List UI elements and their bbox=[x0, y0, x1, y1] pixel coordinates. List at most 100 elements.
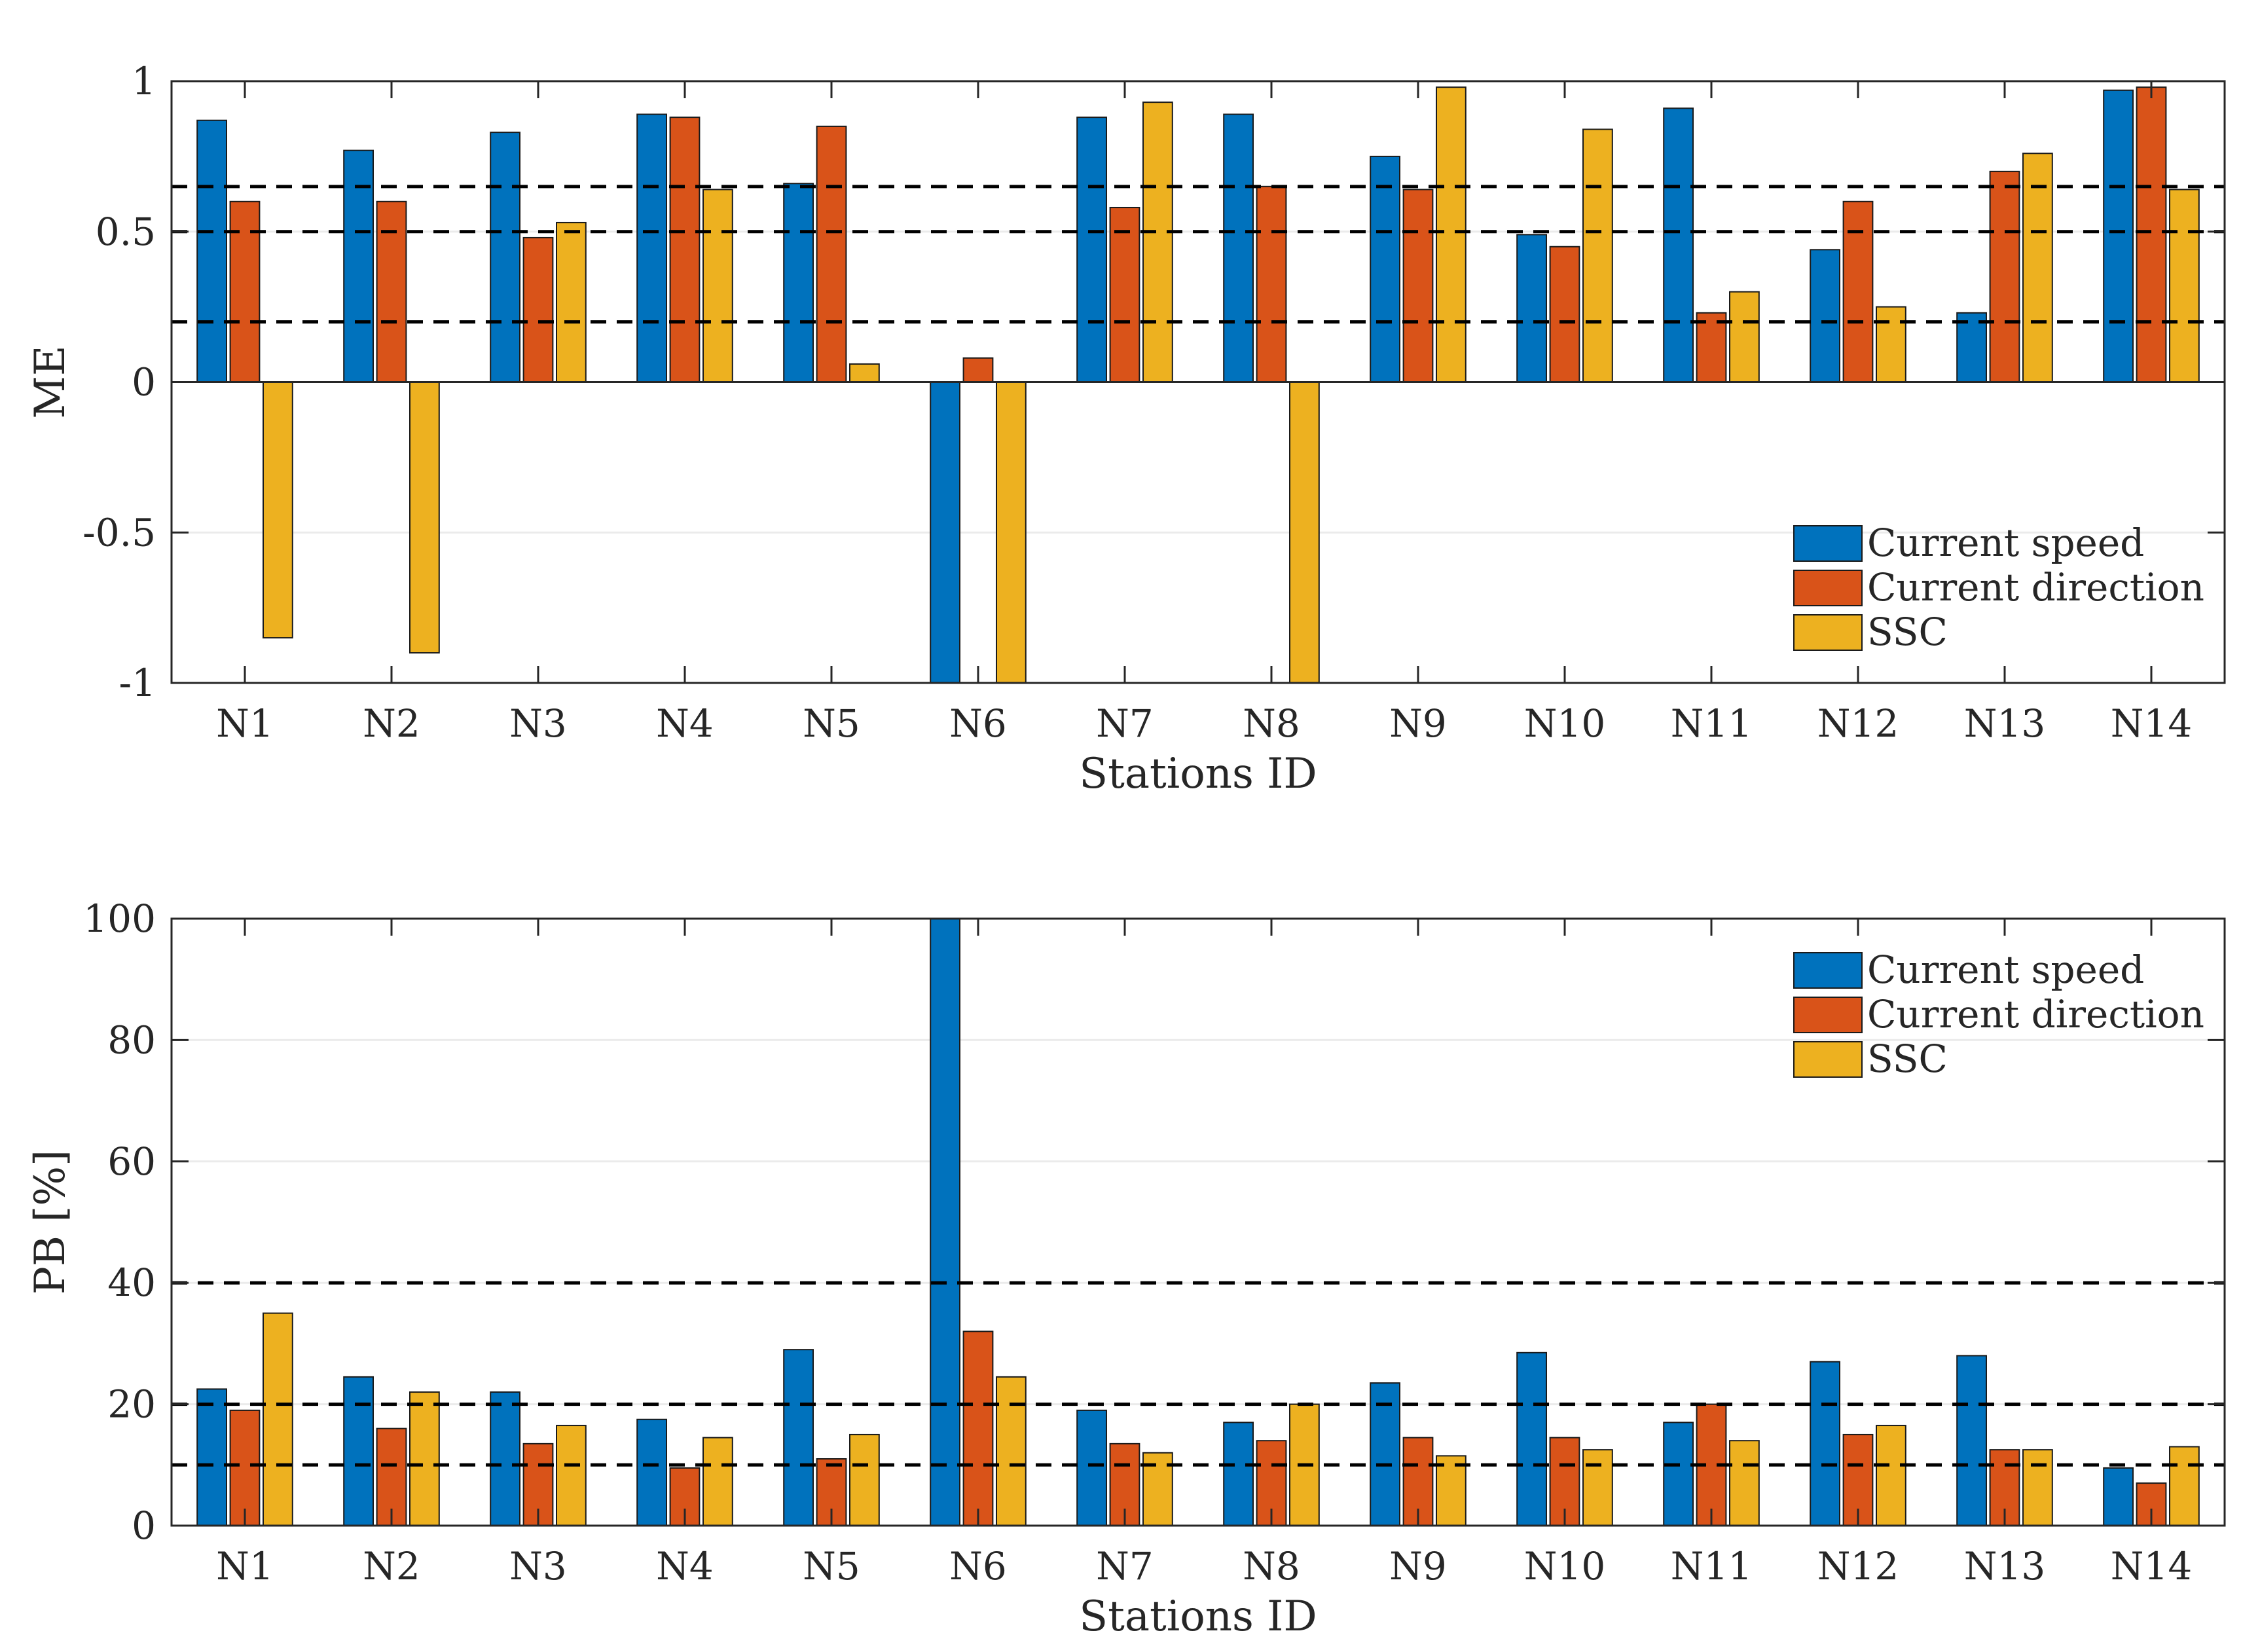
x-tick-label-n13: N13 bbox=[1964, 701, 2046, 746]
y-tick-label: 1 bbox=[132, 59, 156, 103]
x-tick-label-n12: N12 bbox=[1817, 701, 1899, 746]
bar-current-speed-n6 bbox=[930, 918, 960, 1526]
bar-current-direction-n1 bbox=[229, 1409, 261, 1527]
bar-ssc-n14 bbox=[2169, 1446, 2200, 1526]
legend-label-current-direction: Current direction bbox=[1867, 565, 2204, 610]
bar-current-direction-n4 bbox=[669, 117, 701, 383]
bar-current-direction-n2 bbox=[376, 200, 407, 383]
bar-current-direction-n8 bbox=[1256, 185, 1287, 383]
x-tick-label-n13: N13 bbox=[1964, 1544, 2046, 1588]
bar-current-direction-n10 bbox=[1549, 246, 1580, 383]
y-axis-title: PB [%] bbox=[26, 1150, 75, 1294]
x-axis-title: Stations ID bbox=[1079, 750, 1317, 798]
bar-current-speed-n10 bbox=[1516, 1351, 1547, 1526]
bar-current-direction-n7 bbox=[1109, 206, 1140, 383]
x-tick-label-n6: N6 bbox=[949, 701, 1007, 746]
bar-ssc-n6 bbox=[996, 381, 1027, 684]
legend-label-current-direction: Current direction bbox=[1867, 992, 2204, 1037]
bar-ssc-n1 bbox=[263, 381, 293, 639]
x-tick-label-n4: N4 bbox=[656, 1544, 714, 1588]
bar-current-speed-n2 bbox=[343, 1376, 374, 1527]
bar-ssc-n9 bbox=[1436, 1455, 1467, 1527]
bar-current-speed-n14 bbox=[2103, 89, 2134, 383]
bar-current-direction-n6 bbox=[962, 1331, 994, 1526]
bar-ssc-n10 bbox=[1582, 1449, 1613, 1526]
x-tick-label-n12: N12 bbox=[1817, 1544, 1899, 1588]
x-tick-label-n8: N8 bbox=[1243, 1544, 1300, 1588]
bar-ssc-n4 bbox=[702, 189, 733, 383]
legend-swatch-ssc bbox=[1793, 614, 1863, 651]
bar-ssc-n13 bbox=[2022, 1449, 2053, 1526]
x-axis-title: Stations ID bbox=[1079, 1592, 1317, 1641]
bar-ssc-n14 bbox=[2169, 189, 2200, 383]
x-tick-label-n11: N11 bbox=[1671, 701, 1753, 746]
x-tick-label-n2: N2 bbox=[363, 1544, 420, 1588]
bar-ssc-n13 bbox=[2022, 153, 2053, 383]
bar-ssc-n12 bbox=[1876, 1425, 1906, 1526]
x-tick-label-n14: N14 bbox=[2111, 701, 2193, 746]
y-tick-label: 100 bbox=[83, 896, 156, 941]
bar-current-speed-n4 bbox=[636, 1418, 668, 1526]
bar-current-speed-n3 bbox=[490, 1391, 521, 1527]
bar-ssc-n11 bbox=[1729, 291, 1760, 383]
x-tick-label-n9: N9 bbox=[1389, 1544, 1447, 1588]
bar-current-direction-n1 bbox=[229, 200, 261, 383]
y-tick-label: 0.5 bbox=[96, 210, 156, 254]
legend-swatch-ssc bbox=[1793, 1041, 1863, 1078]
bar-ssc-n7 bbox=[1142, 101, 1173, 383]
bar-current-direction-n13 bbox=[1989, 170, 2020, 383]
legend-label-current-speed: Current speed bbox=[1867, 947, 2144, 992]
bar-current-speed-n13 bbox=[1956, 1355, 1987, 1526]
y-tick-label: 60 bbox=[107, 1139, 156, 1184]
bar-current-direction-n9 bbox=[1402, 189, 1434, 383]
bar-ssc-n4 bbox=[702, 1437, 733, 1526]
x-tick-label-n5: N5 bbox=[803, 701, 860, 746]
x-tick-label-n6: N6 bbox=[949, 1544, 1007, 1588]
bar-current-direction-n11 bbox=[1696, 312, 1727, 383]
bar-ssc-n3 bbox=[556, 1425, 587, 1526]
x-tick-label-n5: N5 bbox=[803, 1544, 860, 1588]
y-tick-label: 80 bbox=[107, 1018, 156, 1062]
bar-ssc-n2 bbox=[409, 1391, 440, 1527]
bar-ssc-n6 bbox=[996, 1376, 1027, 1527]
bar-current-speed-n10 bbox=[1516, 234, 1547, 383]
y-tick-label: 40 bbox=[107, 1260, 156, 1305]
x-tick-label-n3: N3 bbox=[509, 701, 567, 746]
bar-current-speed-n11 bbox=[1663, 107, 1694, 383]
bar-current-speed-n1 bbox=[196, 119, 228, 383]
y-tick-label: 0 bbox=[132, 360, 156, 405]
legend-label-current-speed: Current speed bbox=[1867, 521, 2144, 565]
bar-ssc-n5 bbox=[849, 1433, 880, 1526]
axes-box bbox=[170, 917, 2226, 1527]
legend-label-ssc: SSC bbox=[1867, 1037, 1948, 1081]
legend-label-ssc: SSC bbox=[1867, 610, 1948, 654]
x-tick-label-n10: N10 bbox=[1524, 701, 1606, 746]
chart-1: -1 -0.5 0 0.5 1 N1 N2 N3 N4 N5 N6 N7 N8 N9 N10 N11 N12 N1… bbox=[26, 59, 2226, 798]
bar-current-speed-n7 bbox=[1076, 117, 1107, 383]
x-tick-label-n4: N4 bbox=[656, 701, 714, 746]
legend-swatch-current-direction bbox=[1793, 570, 1863, 606]
bar-current-speed-n8 bbox=[1223, 113, 1254, 383]
bar-current-speed-n7 bbox=[1076, 1409, 1107, 1527]
bar-current-speed-n2 bbox=[343, 149, 374, 383]
bar-current-direction-n3 bbox=[522, 236, 554, 383]
bar-current-direction-n12 bbox=[1842, 200, 1874, 383]
bar-current-direction-n6 bbox=[962, 357, 994, 383]
x-tick-label-n14: N14 bbox=[2111, 1544, 2193, 1588]
bar-ssc-n5 bbox=[849, 363, 880, 383]
bar-current-speed-n11 bbox=[1663, 1422, 1694, 1526]
y-tick-label: 0 bbox=[132, 1503, 156, 1548]
bar-ssc-n3 bbox=[556, 221, 587, 383]
bar-current-speed-n8 bbox=[1223, 1422, 1254, 1526]
x-tick-label-n10: N10 bbox=[1524, 1544, 1606, 1588]
bar-ssc-n10 bbox=[1582, 128, 1613, 383]
bar-current-direction-n5 bbox=[816, 125, 847, 383]
bar-current-speed-n1 bbox=[196, 1388, 228, 1527]
bar-current-speed-n14 bbox=[2103, 1467, 2134, 1527]
legend-swatch-current-speed bbox=[1793, 952, 1863, 989]
bar-current-direction-n14 bbox=[2136, 86, 2167, 383]
chart-2: 0 20 40 60 80 100 N1 N2 N3 N4 N5 N6 N7 N8 N9 N10 N11 N12 N… bbox=[26, 896, 2226, 1641]
y-tick-label: -1 bbox=[119, 661, 156, 705]
